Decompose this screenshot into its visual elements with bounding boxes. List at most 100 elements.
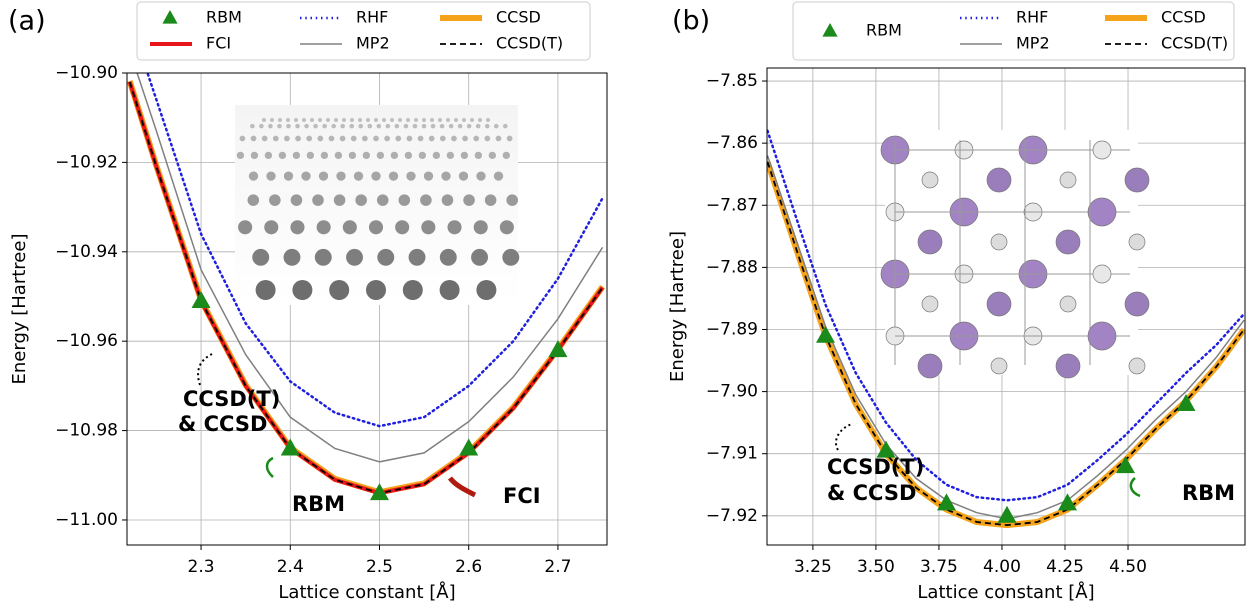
inset-atom — [1055, 229, 1081, 255]
inset-atom — [286, 118, 290, 122]
inset-atom — [374, 118, 378, 122]
inset-atom — [316, 220, 331, 235]
inset-atom — [322, 123, 327, 129]
inset-atom — [446, 151, 455, 160]
inset-atom — [295, 135, 301, 142]
legend-label: CCSD — [1161, 8, 1206, 27]
inset-atom — [451, 135, 457, 142]
inset-atom — [484, 194, 497, 206]
y-tick-label: −10.96 — [55, 331, 118, 351]
plot-frame — [766, 67, 1246, 546]
legend-label: CCSD(T) — [1161, 34, 1228, 53]
annotation: FCI — [503, 484, 541, 508]
legend-label: MP2 — [356, 34, 390, 53]
inset-atom — [475, 123, 481, 129]
annotation-arrow — [447, 476, 477, 498]
inset-atom — [1128, 357, 1146, 375]
inset-atom — [264, 220, 279, 235]
legend-label: RHF — [356, 8, 388, 27]
inset-atom — [476, 171, 486, 181]
inset-atom — [340, 123, 345, 129]
inset-atom — [286, 123, 291, 129]
series-line — [767, 161, 1245, 527]
legend-label: RBM — [206, 8, 242, 27]
inset-atom — [502, 248, 520, 266]
inset-atom — [439, 135, 446, 142]
inset-atom — [317, 135, 324, 142]
y-tick-label: −7.90 — [706, 382, 758, 402]
inset-atom — [339, 135, 346, 142]
annotation-arrow — [265, 456, 274, 478]
annotation: & CCSD — [178, 412, 267, 436]
series-line — [146, 73, 604, 428]
inset-atom — [463, 194, 475, 206]
data-point — [1176, 394, 1196, 412]
inset-atom — [502, 151, 511, 160]
legend-label: CCSD — [496, 8, 541, 27]
data-point — [459, 438, 479, 456]
data-point — [548, 340, 568, 358]
inset-atom — [1128, 233, 1146, 251]
x-tick-label: 4.25 — [1046, 557, 1084, 577]
inset-atom — [318, 171, 329, 181]
y-tick-label: −7.91 — [706, 444, 758, 464]
inset-atom — [283, 171, 294, 181]
inset-atom — [471, 248, 489, 266]
inset-atom — [414, 118, 418, 122]
inset-atom — [250, 135, 257, 142]
inset-atom — [255, 280, 276, 300]
inset-atom — [1055, 353, 1081, 379]
annotation: & CCSD — [827, 481, 916, 505]
inset-atom — [334, 151, 343, 160]
inset-atom — [493, 123, 499, 129]
inset-atom — [470, 118, 474, 122]
inset-atom — [261, 135, 268, 142]
inset-atom — [488, 151, 497, 160]
inset-atom — [486, 118, 490, 122]
inset-atom — [250, 151, 259, 160]
inset-atom — [506, 135, 513, 142]
inset-atom — [376, 151, 385, 160]
inset-atom — [247, 194, 260, 206]
inset-atom — [284, 135, 290, 142]
series-line — [128, 81, 604, 495]
inset-atom — [355, 194, 367, 206]
inset-atom — [430, 123, 436, 129]
inset-atom — [304, 123, 309, 129]
inset-atom — [236, 151, 245, 160]
inset-atom — [402, 280, 423, 300]
x-tick-label: 3.75 — [920, 557, 958, 577]
inset-atom — [395, 220, 410, 235]
inset-atom — [476, 280, 497, 300]
inset-atom — [342, 118, 346, 122]
inset-atom — [328, 135, 335, 142]
inset-atom — [388, 171, 399, 181]
inset-atom — [382, 118, 386, 122]
inset-atom — [290, 220, 305, 235]
annotation: CCSD(T) — [183, 387, 280, 411]
inset-atom — [499, 220, 514, 235]
annotation: RBM — [292, 492, 345, 516]
inset-atom — [921, 295, 939, 313]
inset-atom — [292, 151, 301, 160]
y-tick-label: −7.88 — [706, 257, 758, 277]
inset-atom — [454, 118, 458, 122]
inset-atom — [503, 123, 508, 129]
inset-atom — [294, 118, 298, 122]
inset-atom — [1092, 140, 1112, 160]
series-line — [767, 129, 1245, 502]
inset-atom — [406, 135, 413, 142]
inset-atom — [462, 118, 466, 122]
x-tick-label: 2.6 — [455, 557, 482, 577]
x-tick-label: 4.00 — [983, 557, 1021, 577]
inset-atom — [986, 291, 1012, 317]
inset-atom — [326, 118, 330, 122]
data-point — [937, 493, 957, 511]
inset-atom — [266, 171, 276, 181]
y-tick-label: −7.92 — [706, 506, 758, 526]
y-tick-label: −7.85 — [706, 71, 758, 91]
inset-atom — [457, 123, 463, 129]
x-tick-label: 2.3 — [188, 557, 215, 577]
inset-atom — [333, 194, 346, 206]
